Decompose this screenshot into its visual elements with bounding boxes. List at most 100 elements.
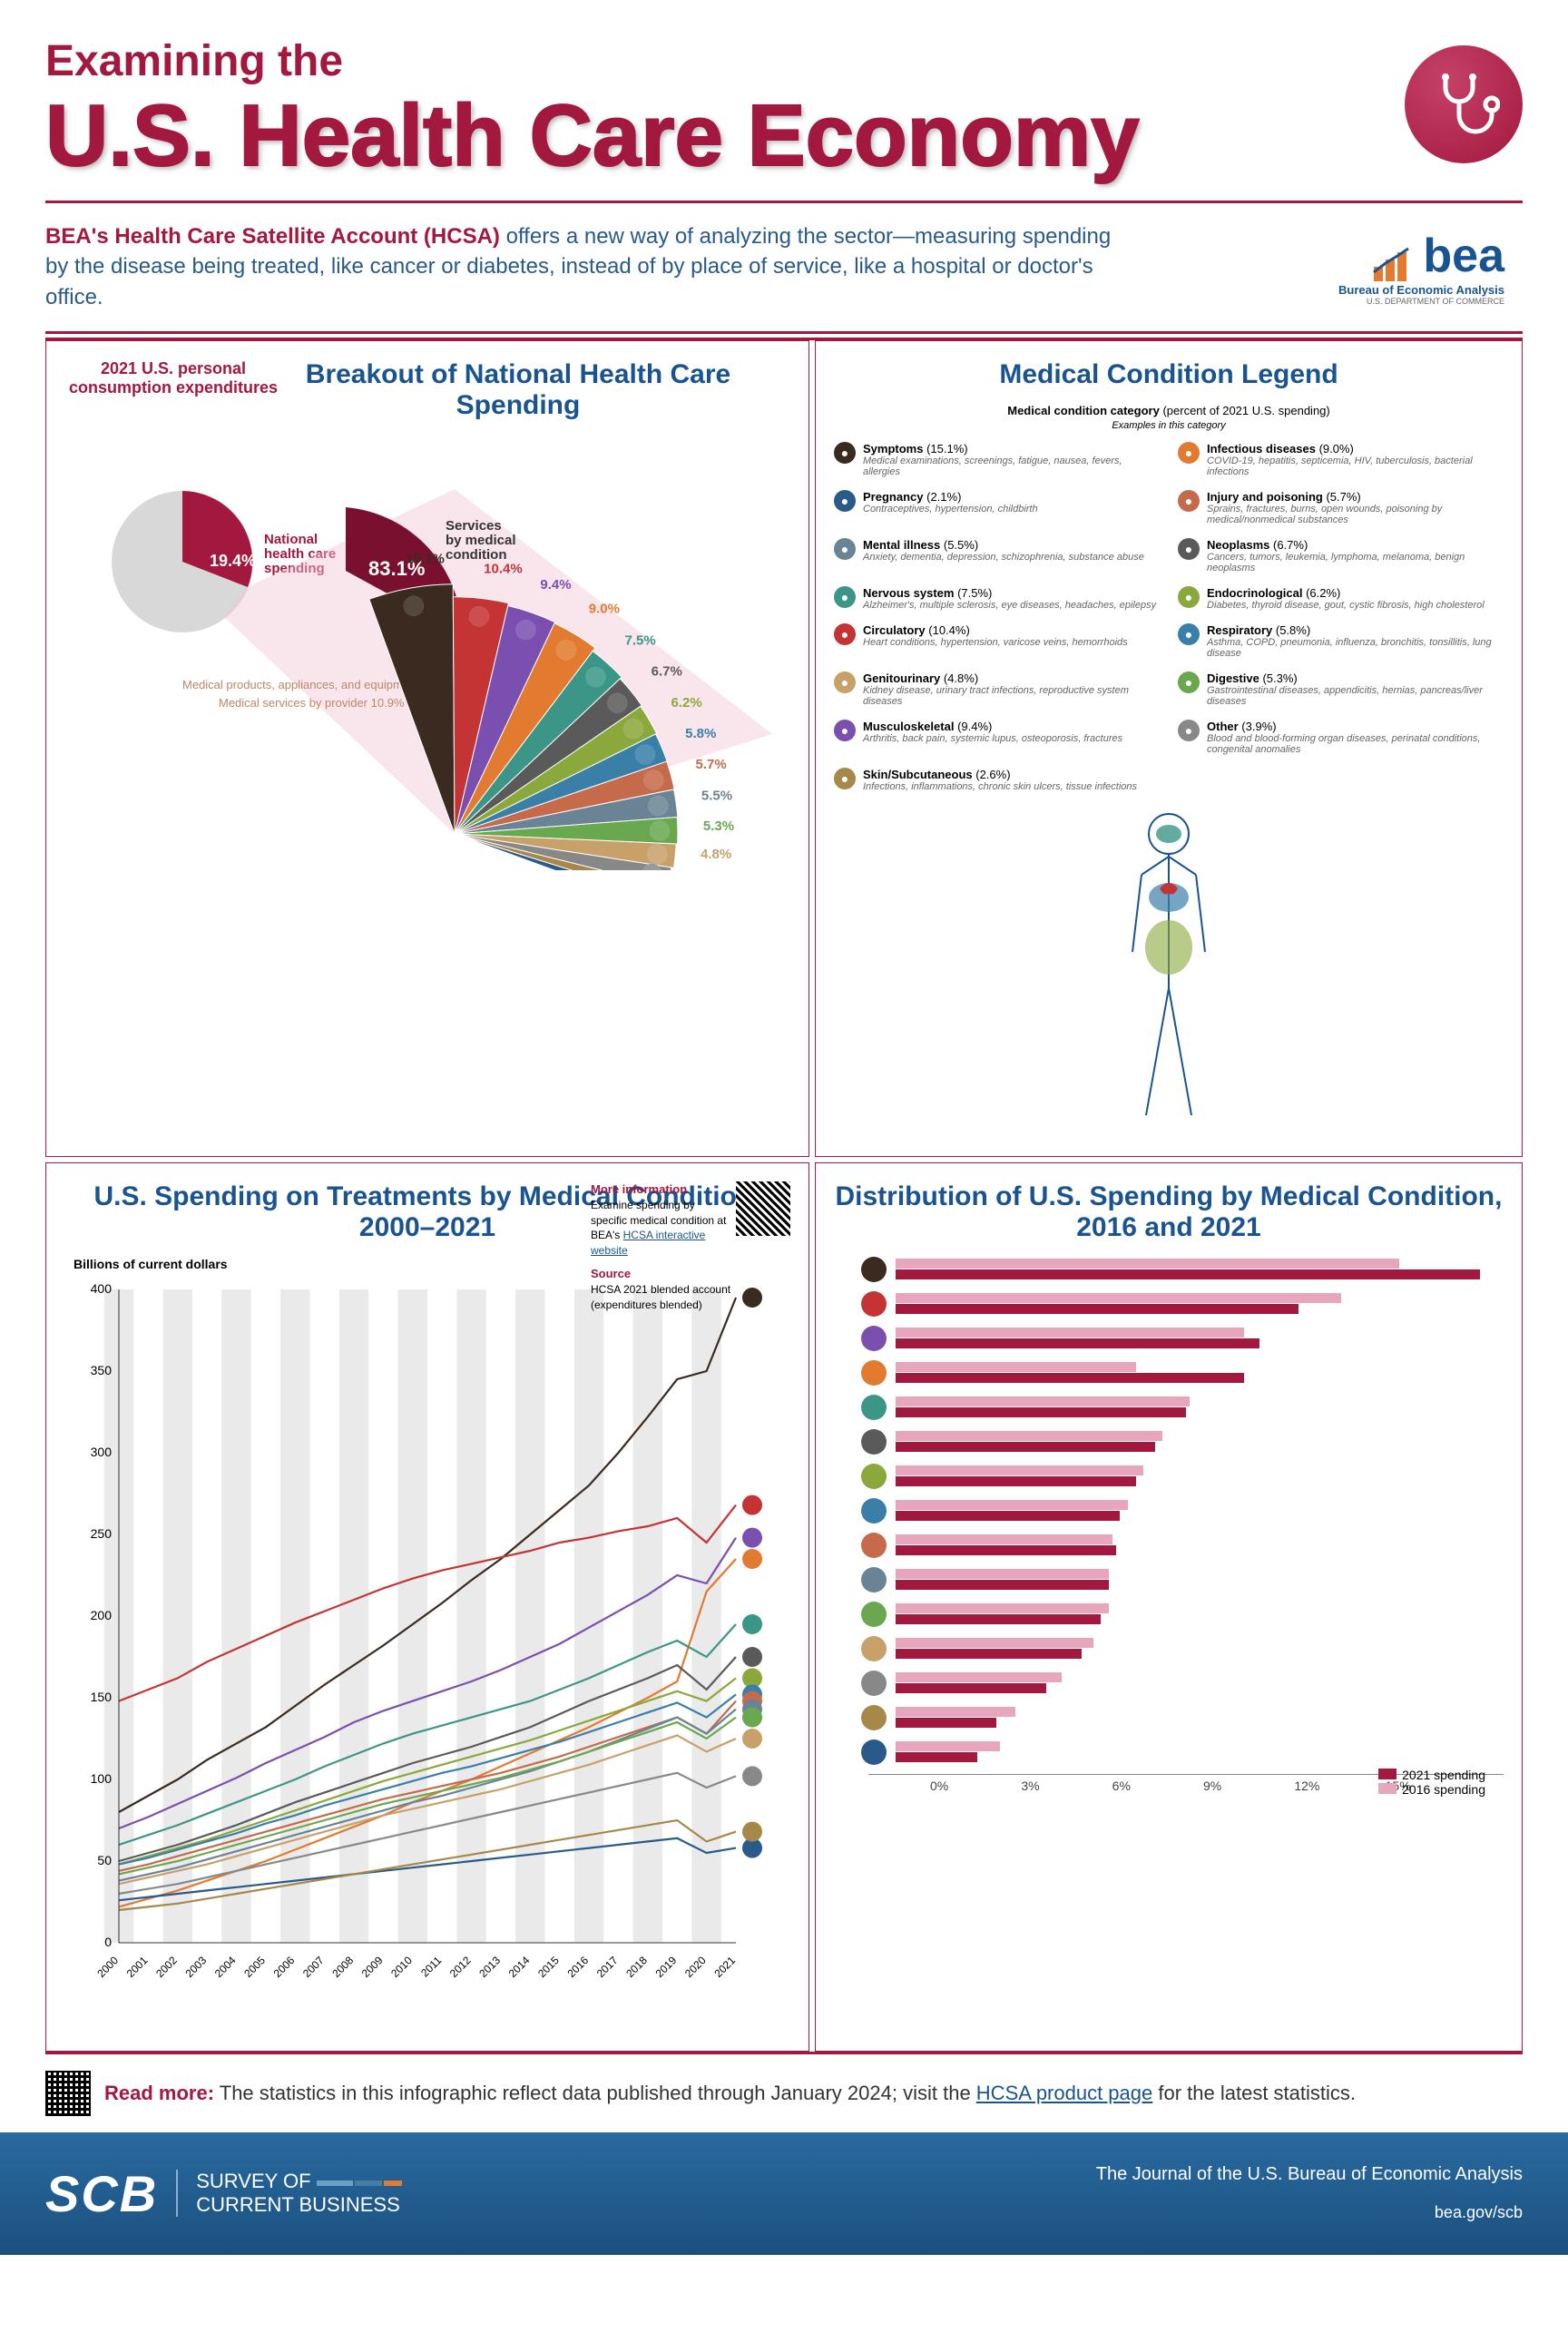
legend-icon: ● <box>1178 671 1200 693</box>
legend-icon: ● <box>834 671 856 693</box>
title-line1: Examining the <box>45 36 1523 86</box>
divider-icon <box>317 2173 426 2191</box>
legend-item: ● Infectious diseases (9.0%) COVID-19, h… <box>1178 442 1504 477</box>
intro-bold: BEA's Health Care Satellite Account (HCS… <box>45 224 500 249</box>
note2: Medical services by provider 10.9% <box>219 696 405 710</box>
legend-item: ● Neoplasms (6.7%) Cancers, tumors, leuk… <box>1178 538 1504 573</box>
bar-row <box>861 1533 1476 1558</box>
bar-row <box>861 1291 1476 1317</box>
svg-text:7.5%: 7.5% <box>624 632 655 648</box>
bar-row <box>861 1636 1476 1661</box>
legend-icon: ● <box>1178 538 1200 560</box>
bar-track <box>896 1362 1476 1384</box>
legend-intro-bold: Medical condition category <box>1007 404 1160 417</box>
legend-icon: ● <box>834 586 856 608</box>
bar-xtick: 6% <box>1112 1779 1203 1793</box>
svg-text:2004: 2004 <box>212 1954 239 1980</box>
svg-text:400: 400 <box>91 1281 113 1296</box>
legend-item: ● Endocrinological (6.2%) Diabetes, thyr… <box>1178 586 1504 611</box>
legend-example: Blood and blood-forming organ diseases, … <box>1207 733 1504 755</box>
legend-icon: ● <box>1178 623 1200 645</box>
bar-2016 <box>896 1259 1399 1269</box>
bar-2016 <box>896 1534 1112 1544</box>
legend-name: Injury and poisoning <box>1207 490 1323 504</box>
legend-name: Musculoskeletal <box>863 720 954 733</box>
svg-text:2003: 2003 <box>182 1954 209 1980</box>
svg-text:2021: 2021 <box>711 1954 738 1980</box>
bar-2016 <box>896 1396 1190 1406</box>
legend-pct: (2.1%) <box>926 490 961 504</box>
bar-xtick: 3% <box>1021 1779 1112 1793</box>
svg-text:2009: 2009 <box>359 1954 386 1980</box>
bea-chart-icon <box>1372 247 1417 283</box>
svg-text:2001: 2001 <box>124 1954 151 1980</box>
svg-text:2014: 2014 <box>506 1954 533 1980</box>
bar-legend: 2021 spending 2016 spending <box>1378 1768 1485 1797</box>
legend-pct: (5.8%) <box>1276 623 1310 637</box>
bar-legend-2016: 2016 spending <box>1402 1782 1485 1797</box>
svg-text:0: 0 <box>104 1935 112 1949</box>
legend-item: ● Circulatory (10.4%) Heart conditions, … <box>834 623 1160 659</box>
bar-row-icon <box>861 1740 887 1765</box>
bea-logo: bea Bureau of Economic Analysis U.S. DEP… <box>1338 229 1523 306</box>
bar-track <box>896 1603 1476 1625</box>
bar-2016 <box>896 1603 1109 1613</box>
legend-pct: (9.0%) <box>1319 442 1354 456</box>
svg-text:2015: 2015 <box>535 1954 562 1980</box>
legend-name: Circulatory <box>863 623 926 637</box>
svg-text:5.3%: 5.3% <box>703 818 734 833</box>
bar-row-icon <box>861 1705 887 1730</box>
bar-track <box>896 1328 1476 1349</box>
legend-name: Respiratory <box>1207 623 1272 637</box>
info-source-text: HCSA 2021 blended account (expenditures … <box>591 1282 790 1313</box>
hcsa-product-link[interactable]: HCSA product page <box>976 2082 1152 2104</box>
legend-pct: (6.2%) <box>1306 586 1340 600</box>
bar-row <box>861 1395 1476 1420</box>
pce-slice-pct: 19.4% <box>210 552 256 570</box>
legend-example: Infections, inflammations, chronic skin … <box>863 781 1137 792</box>
bar-2021 <box>896 1545 1116 1555</box>
bar-chart-panel: Distribution of U.S. Spending by Medical… <box>815 1162 1523 2052</box>
legend-icon: ● <box>1178 720 1200 741</box>
bar-track <box>896 1741 1476 1763</box>
bar-xtick: 12% <box>1294 1779 1385 1793</box>
line-chart: 0501001502002503003504002000200120022003… <box>64 1271 790 1997</box>
svg-text:9.0%: 9.0% <box>589 601 620 616</box>
bar-xtick: 0% <box>930 1779 1021 1793</box>
bar-2016 <box>896 1362 1136 1372</box>
legend-intro-rest: (percent of 2021 U.S. spending) <box>1160 404 1330 417</box>
bar-2021 <box>896 1580 1109 1590</box>
legend-icon: ● <box>834 490 856 512</box>
svg-text:5.5%: 5.5% <box>701 788 732 803</box>
body-figure-icon <box>834 807 1504 1138</box>
svg-text:350: 350 <box>91 1363 113 1377</box>
legend-name: Digestive <box>1207 671 1259 685</box>
svg-text:50: 50 <box>97 1853 112 1867</box>
bar-2016 <box>896 1293 1341 1303</box>
bar-row-icon <box>861 1360 887 1386</box>
bar-2021 <box>896 1407 1186 1417</box>
bar-2016 <box>896 1741 1000 1751</box>
legend-item: ● Genitourinary (4.8%) Kidney disease, u… <box>834 671 1160 707</box>
bea-logo-tiny: U.S. DEPARTMENT OF COMMERCE <box>1338 297 1504 306</box>
bar-track <box>896 1707 1476 1729</box>
legend-example: Medical examinations, screenings, fatigu… <box>863 456 1160 477</box>
bar-legend-2021: 2021 spending <box>1402 1768 1485 1782</box>
legend-item: ● Skin/Subcutaneous (2.6%) Infections, i… <box>834 768 1160 792</box>
bar-2021 <box>896 1614 1101 1624</box>
legend-example: Sprains, fractures, burns, open wounds, … <box>1207 504 1504 525</box>
svg-text:150: 150 <box>91 1690 113 1704</box>
legend-name: Genitourinary <box>863 671 940 685</box>
bar-2021 <box>896 1476 1136 1486</box>
legend-item: ● Digestive (5.3%) Gastrointestinal dise… <box>1178 671 1504 707</box>
legend-icon: ● <box>834 720 856 741</box>
bar-row-icon <box>861 1567 887 1592</box>
legend-pct: (6.7%) <box>1273 538 1308 552</box>
legend-icon: ● <box>834 623 856 645</box>
legend-example: Asthma, COPD, pneumonia, influenza, bron… <box>1207 637 1504 659</box>
legend-pct: (5.3%) <box>1262 671 1297 685</box>
bar-2016 <box>896 1672 1062 1682</box>
bar-row-icon <box>861 1671 887 1696</box>
svc-label: Servicesby medicalcondition <box>446 518 516 563</box>
legend-icon: ● <box>834 538 856 560</box>
